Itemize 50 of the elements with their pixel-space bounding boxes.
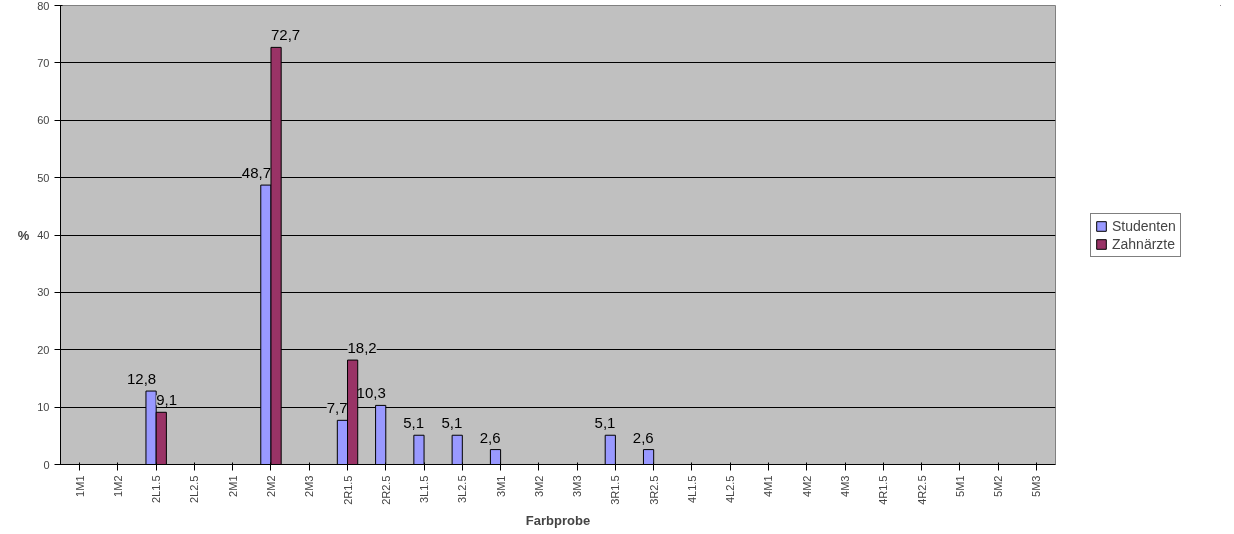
y-tick-label: 10 xyxy=(37,401,50,414)
y-axis-title: % xyxy=(17,227,30,243)
y-tick-label: 40 xyxy=(37,229,50,241)
x-tick-label: 4M2 xyxy=(800,475,813,497)
x-tick-label: 3M3 xyxy=(571,475,584,497)
data-label: 2,6 xyxy=(632,428,654,446)
x-tick-label: 2L2.5 xyxy=(188,475,201,504)
x-tick-label: 2M1 xyxy=(226,475,239,497)
data-label: 5,1 xyxy=(594,414,616,432)
x-tick-label: 2M2 xyxy=(264,475,277,497)
y-tick-label: 70 xyxy=(37,56,50,69)
x-tick-label: 3M2 xyxy=(532,475,545,497)
data-label: 7,7 xyxy=(326,399,348,417)
y-tick-label: 0 xyxy=(43,458,50,471)
x-tick-label: 3M1 xyxy=(494,475,507,497)
y-tick-label: 60 xyxy=(37,114,50,127)
data-label: 12,8 xyxy=(126,370,157,388)
data-label: 2,6 xyxy=(479,428,501,446)
x-tick-label: 4R2.5 xyxy=(915,475,928,505)
data-label: 5,1 xyxy=(403,414,425,432)
x-tick-label: 4L1.5 xyxy=(685,475,698,504)
x-tick-label: 5M1 xyxy=(953,475,966,497)
data-label: 9,1 xyxy=(156,391,178,409)
x-tick-label: 3L2.5 xyxy=(456,475,469,504)
x-tick-label: 2R1.5 xyxy=(341,475,354,505)
x-tick-label: 4M3 xyxy=(839,475,852,497)
x-tick-label: 4L2.5 xyxy=(724,475,737,504)
data-label: 72,7 xyxy=(270,26,301,44)
x-tick-label: 5M3 xyxy=(1030,475,1043,497)
y-tick-label: 50 xyxy=(37,171,50,184)
x-tick-label: 2R2.5 xyxy=(379,475,392,505)
x-tick-label: 3R1.5 xyxy=(609,475,622,505)
x-tick-label: 1M1 xyxy=(73,475,86,497)
x-tick-label: 3R2.5 xyxy=(647,475,660,505)
x-tick-label: 2L1.5 xyxy=(150,475,163,504)
y-tick-label: 80 xyxy=(37,0,50,12)
x-tick-label: 4M1 xyxy=(762,475,775,497)
y-tick-label: 20 xyxy=(37,343,50,356)
x-tick-label: 2M3 xyxy=(303,475,316,497)
data-label: 18,2 xyxy=(347,339,377,357)
x-axis-title: Farbprobe xyxy=(525,512,591,528)
x-tick-label: 1M2 xyxy=(111,475,124,497)
legend-label: Studenten xyxy=(1112,217,1176,234)
x-tick-label: 3L1.5 xyxy=(418,475,431,504)
legend-label: Zahnärzte xyxy=(1112,235,1176,252)
y-tick-label: 30 xyxy=(37,286,50,299)
data-label: 5,1 xyxy=(441,414,463,432)
x-tick-label: 4R1.5 xyxy=(877,475,890,505)
x-tick-label: 5M2 xyxy=(992,475,1005,497)
data-label: 48,7 xyxy=(241,164,271,182)
